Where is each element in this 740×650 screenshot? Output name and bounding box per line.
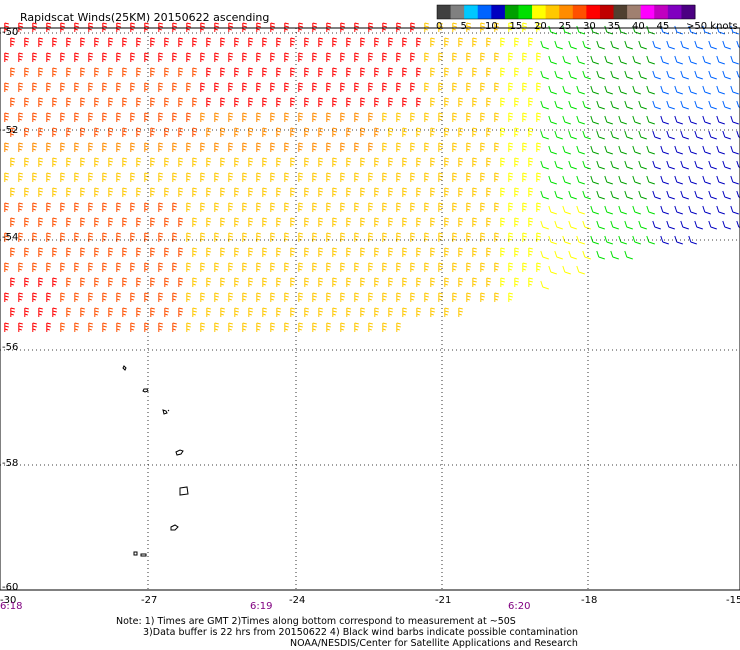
lat-label: -52 bbox=[2, 125, 18, 136]
legend-swatch bbox=[545, 5, 560, 19]
color-legend: 0 5 10 15 20 25 30 35 40 45 >50 knots bbox=[436, 4, 738, 32]
legend-tick: 30 bbox=[583, 21, 596, 32]
legend-tick: 40 bbox=[632, 21, 645, 32]
legend-unit: >50 knots bbox=[686, 21, 738, 32]
grid-lines bbox=[0, 28, 740, 590]
longitude-labels: -30 -27 -24 -21 -18 -15 bbox=[0, 595, 740, 606]
legend-swatch bbox=[518, 5, 533, 19]
legend-swatch bbox=[640, 5, 655, 19]
legend-swatch bbox=[532, 5, 547, 19]
legend-tick: 5 bbox=[461, 21, 467, 32]
legend-swatch bbox=[504, 5, 519, 19]
legend-swatch bbox=[559, 5, 574, 19]
lat-label: -56 bbox=[2, 342, 18, 353]
lat-label: -50 bbox=[2, 27, 18, 38]
note-line-1: Note: 1) Times are GMT 2)Times along bot… bbox=[116, 616, 516, 627]
legend-tick: 10 bbox=[485, 21, 498, 32]
legend-swatch bbox=[464, 5, 479, 19]
south-sandwich-islands bbox=[122, 365, 189, 557]
legend-swatch bbox=[681, 5, 696, 19]
legend-tick: 25 bbox=[559, 21, 572, 32]
legend-swatch bbox=[667, 5, 682, 19]
time-label: 6:20 bbox=[508, 601, 530, 612]
legend-swatch bbox=[572, 5, 587, 19]
legend-tick: 20 bbox=[534, 21, 547, 32]
lon-label: -18 bbox=[581, 595, 597, 606]
latitude-labels: -50 -52 -54 -56 -58 -60 bbox=[2, 27, 18, 593]
time-labels: 6:18 6:19 6:20 bbox=[0, 601, 530, 612]
legend-tick: 35 bbox=[608, 21, 621, 32]
wind-barbs bbox=[4, 22, 740, 332]
legend-swatch bbox=[477, 5, 492, 19]
lon-label: -30 bbox=[0, 595, 16, 606]
note-line-2: 3)Data buffer is 22 hrs from 20150622 4)… bbox=[143, 627, 579, 638]
legend-swatch bbox=[654, 5, 669, 19]
lon-label: -15 bbox=[726, 595, 740, 606]
lon-label: -27 bbox=[141, 595, 157, 606]
legend-tick: 45 bbox=[657, 21, 670, 32]
legend-tick: 15 bbox=[510, 21, 523, 32]
lat-label: -54 bbox=[2, 232, 18, 243]
legend-swatch bbox=[627, 5, 642, 19]
lat-label: -60 bbox=[2, 582, 18, 593]
legend-tick: 0 bbox=[436, 21, 442, 32]
note-line-3: NOAA/NESDIS/Center for Satellite Applica… bbox=[290, 638, 578, 649]
lon-label: -21 bbox=[435, 595, 451, 606]
legend-swatch bbox=[586, 5, 601, 19]
lon-label: -24 bbox=[289, 595, 305, 606]
legend-swatch bbox=[491, 5, 506, 19]
legend-swatch bbox=[613, 5, 628, 19]
time-label: 6:19 bbox=[250, 601, 272, 612]
legend-swatch bbox=[599, 5, 615, 19]
map-title: Rapidscat Winds(25KM) 20150622 ascending bbox=[20, 11, 269, 24]
lat-label: -58 bbox=[2, 458, 18, 469]
map-frame bbox=[0, 27, 740, 591]
legend-swatch bbox=[450, 5, 465, 19]
legend-swatch bbox=[437, 5, 452, 19]
time-label: 6:18 bbox=[0, 601, 22, 612]
